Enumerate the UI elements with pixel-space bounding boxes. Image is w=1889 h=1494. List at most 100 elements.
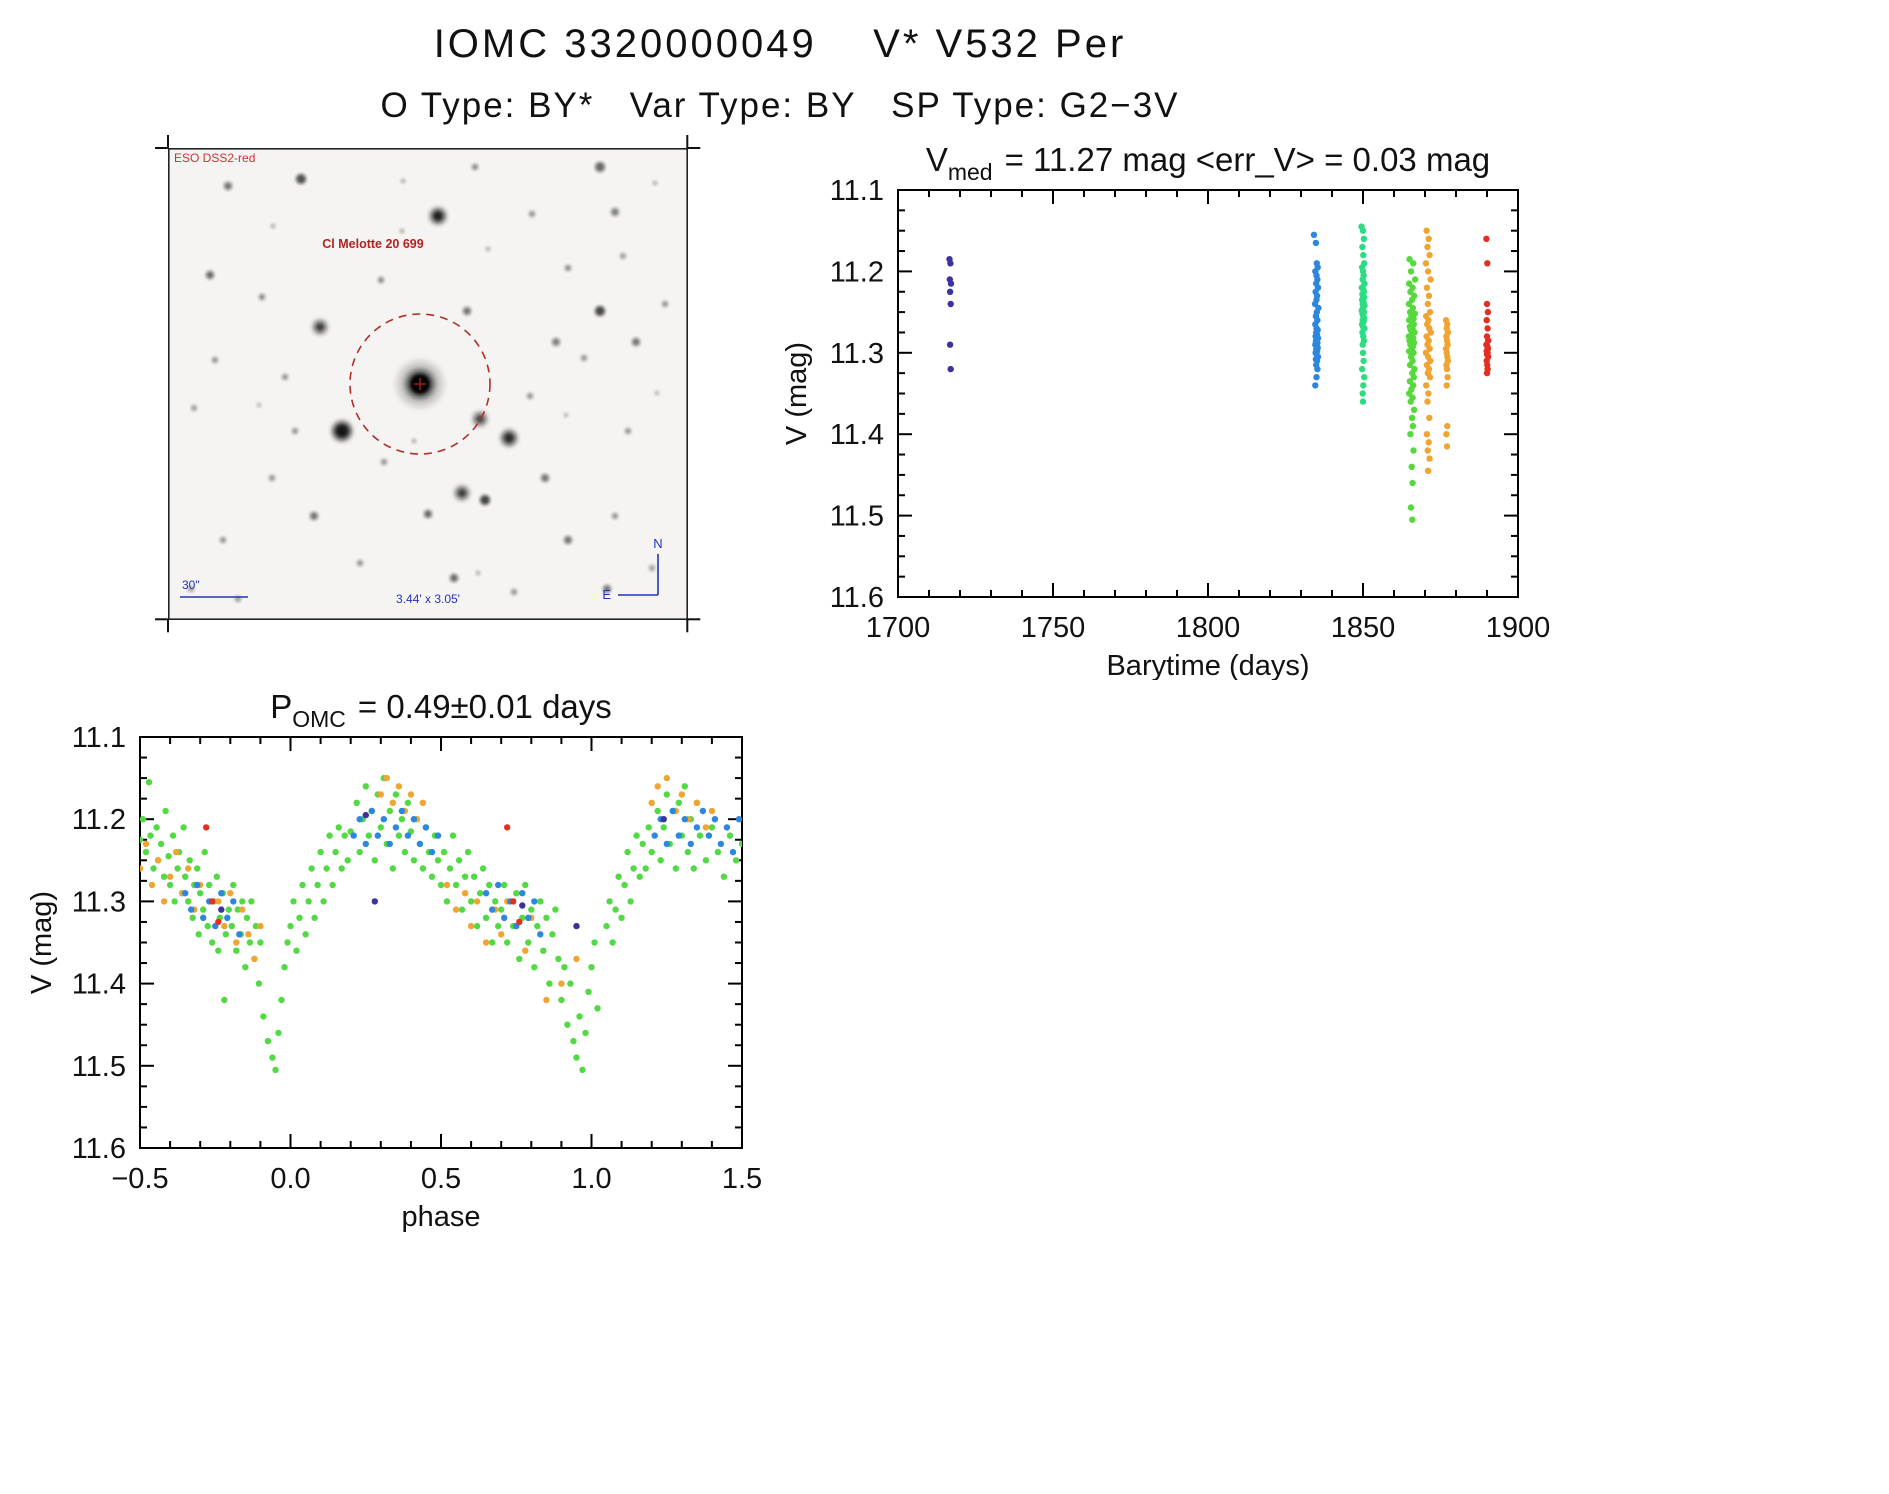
star [480,495,490,505]
data-point [377,791,384,798]
star [400,229,404,233]
data-point [663,840,670,848]
data-point [228,922,235,930]
data-point [1444,422,1451,430]
data-point [690,865,697,872]
data-point [204,922,211,930]
data-point [1427,329,1435,336]
data-point [437,881,445,889]
data-point [946,288,954,295]
data-point [290,898,297,905]
data-point [732,857,740,864]
data-point [404,799,412,806]
data-point [558,996,565,1004]
data-point [200,906,207,913]
data-point [171,898,178,905]
data-point [287,922,294,930]
data-point [1406,256,1413,263]
data-point [729,848,737,856]
data-point [142,840,150,848]
data-point [1314,365,1321,373]
data-point [663,791,670,798]
star [212,357,218,363]
data-point [567,980,574,987]
data-point [145,779,153,786]
data-point [311,914,318,921]
data-point [157,840,165,848]
data-point [239,898,246,905]
star [333,422,351,440]
data-point [543,996,550,1004]
data-point [428,873,436,880]
data-point [726,832,734,839]
data-point [371,898,378,905]
series-epoch2-blue [1310,231,1322,389]
x-tick-label: 1750 [1021,612,1086,644]
data-point [1408,463,1415,470]
data-point [332,848,339,856]
data-point [1405,300,1413,308]
data-point [654,783,661,790]
y-tick-label: 11.6 [72,1133,126,1165]
data-point [362,783,369,790]
data-point [467,922,475,930]
data-point [386,807,393,815]
x-tick-label: 1850 [1331,612,1396,644]
data-point [708,807,716,815]
data-point [350,832,357,839]
y-tick-label: 11.3 [72,886,126,918]
data-point [621,881,628,889]
data-point [946,341,954,348]
data-point [166,881,174,889]
star [595,162,605,172]
data-point [221,922,228,930]
data-point [1425,390,1432,397]
data-point [215,918,222,926]
data-point [150,865,157,872]
survey-label: ESO DSS2-red [174,151,255,165]
data-point [947,300,954,308]
data-point [1360,251,1367,259]
star [456,487,468,499]
data-point [615,873,622,880]
data-point [705,832,713,839]
data-point [264,1037,272,1045]
star [206,271,214,279]
data-point [419,865,427,872]
data-point [194,865,201,872]
data-point [1424,300,1431,308]
data-point [371,857,378,864]
data-point [1359,227,1367,234]
data-point [185,898,192,905]
data-point [558,980,565,987]
data-point [552,906,559,913]
data-point [1409,479,1416,487]
data-point [1443,382,1450,389]
data-point [246,939,254,946]
data-point [482,939,490,946]
data-point [317,848,324,856]
data-point [1409,516,1416,523]
star [620,253,626,259]
data-point [501,914,508,921]
x-tick-label: 1.0 [571,1163,611,1195]
data-point [618,914,625,921]
data-point [440,848,448,856]
data-point [1408,414,1416,422]
data-point [335,824,342,831]
data-point [162,807,169,815]
data-point [489,906,496,913]
data-point [636,873,643,880]
star [655,391,659,395]
data-point [582,1029,589,1037]
data-point [519,902,526,909]
star [662,301,668,307]
data-point [1484,325,1491,332]
data-point [723,824,731,831]
data-point [1407,268,1415,275]
data-point [537,898,544,905]
data-point [398,816,406,823]
data-point [257,939,264,946]
data-point [452,881,460,889]
data-point [525,914,532,921]
